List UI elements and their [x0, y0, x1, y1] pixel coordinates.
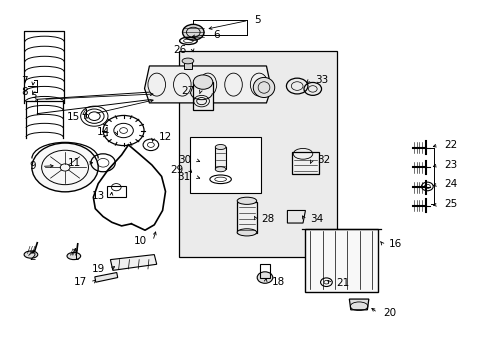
- Polygon shape: [110, 255, 157, 270]
- Text: 19: 19: [92, 264, 105, 274]
- Text: 6: 6: [212, 30, 219, 40]
- Text: 4: 4: [81, 109, 88, 119]
- Text: 32: 32: [317, 155, 330, 165]
- Text: 3: 3: [31, 94, 37, 104]
- Text: 12: 12: [159, 132, 172, 142]
- Ellipse shape: [257, 272, 272, 283]
- Bar: [189, 137, 260, 193]
- Text: 8: 8: [21, 87, 27, 97]
- Text: 28: 28: [261, 214, 274, 224]
- Ellipse shape: [67, 252, 81, 260]
- Text: 29: 29: [170, 165, 183, 175]
- Text: 9: 9: [29, 161, 36, 171]
- Text: 31: 31: [177, 172, 190, 182]
- Bar: [107, 186, 125, 197]
- Text: 17: 17: [74, 277, 87, 287]
- Ellipse shape: [215, 167, 225, 172]
- Text: 14: 14: [97, 127, 110, 136]
- Ellipse shape: [237, 229, 256, 236]
- Polygon shape: [287, 211, 305, 223]
- Text: 27: 27: [181, 86, 194, 96]
- Text: 23: 23: [444, 160, 457, 170]
- Text: 18: 18: [271, 277, 284, 287]
- Text: 26: 26: [173, 45, 186, 55]
- Bar: [260, 264, 269, 278]
- Text: 20: 20: [383, 308, 396, 318]
- Text: 1: 1: [73, 252, 80, 262]
- Text: 13: 13: [92, 191, 105, 201]
- Ellipse shape: [182, 24, 203, 40]
- Text: 11: 11: [68, 158, 81, 168]
- Text: 5: 5: [254, 15, 260, 26]
- Ellipse shape: [32, 143, 98, 192]
- Text: 25: 25: [444, 199, 457, 210]
- Text: 33: 33: [315, 75, 328, 85]
- Bar: [237, 202, 256, 233]
- Bar: [193, 82, 212, 110]
- Bar: [183, 61, 192, 69]
- Bar: [292, 152, 319, 174]
- Text: 30: 30: [177, 155, 190, 165]
- Ellipse shape: [182, 58, 193, 64]
- Text: 34: 34: [310, 215, 323, 224]
- Polygon shape: [348, 299, 368, 310]
- Bar: [178, 51, 336, 257]
- Ellipse shape: [24, 251, 38, 258]
- Text: 10: 10: [134, 236, 147, 246]
- Text: 2: 2: [29, 252, 36, 262]
- Text: 21: 21: [335, 278, 349, 288]
- Bar: [215, 147, 225, 169]
- Ellipse shape: [193, 75, 212, 89]
- Text: 16: 16: [387, 239, 401, 249]
- Ellipse shape: [237, 197, 256, 204]
- Ellipse shape: [215, 144, 225, 149]
- Text: 15: 15: [66, 112, 80, 122]
- Text: 22: 22: [444, 140, 457, 150]
- Polygon shape: [144, 66, 271, 103]
- Bar: [305, 229, 377, 292]
- Ellipse shape: [253, 77, 274, 98]
- Text: 7: 7: [21, 76, 27, 86]
- Text: 24: 24: [444, 179, 457, 189]
- Polygon shape: [95, 273, 118, 282]
